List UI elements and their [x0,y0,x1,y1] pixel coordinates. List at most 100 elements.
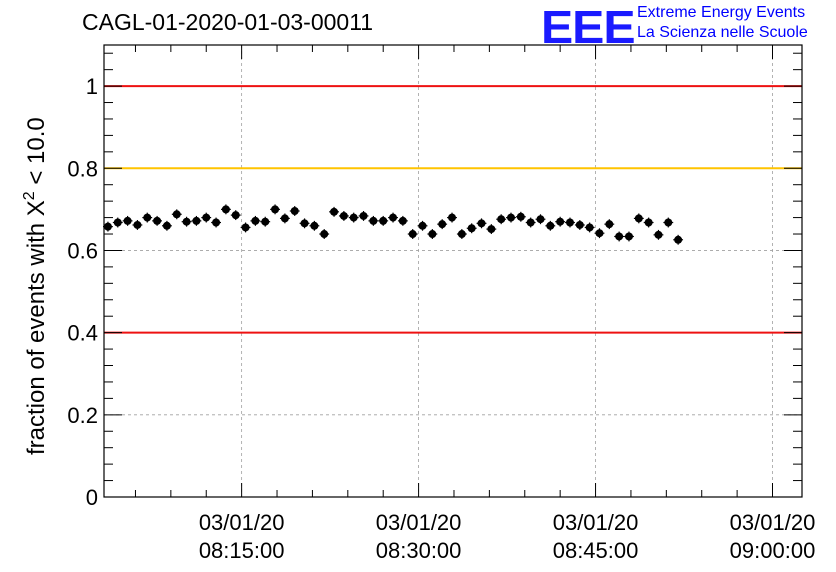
data-point [201,212,212,223]
grid-lines [104,45,802,498]
point-marker [457,230,466,239]
x-tick-date-1: 03/01/20 [376,510,462,535]
point-marker [536,215,545,224]
point-marker [428,230,437,239]
point-marker [113,218,122,227]
point-marker [330,207,339,216]
data-point [496,214,507,225]
data-point [397,215,408,226]
y-tick-label-3: 0.6 [67,238,98,263]
y-tick-label-2: 0.4 [67,321,98,346]
point-marker [585,223,594,232]
data-point [633,213,644,224]
point-marker [162,221,171,230]
data-point [594,228,605,239]
point-marker [448,213,457,222]
point-marker [369,216,378,225]
x-tick-time-1: 08:30:00 [376,538,462,563]
data-point [456,229,467,239]
data-point [417,220,428,231]
data-point [270,204,280,215]
point-marker [624,232,633,241]
data-point [515,211,526,222]
point-marker [565,218,574,227]
point-marker [192,216,201,225]
y-tick-label-4: 0.8 [67,156,98,181]
point-marker [261,217,270,226]
data-point [191,215,202,226]
data-point [486,224,497,235]
data-point [407,229,418,239]
point-marker [310,221,319,230]
eee-logo: EEE [541,1,636,53]
point-marker [556,217,565,226]
data-point [211,217,221,228]
data-point [329,206,339,217]
point-marker [477,219,486,228]
point-marker [408,230,417,239]
x-tick-date-3: 03/01/20 [730,510,816,535]
y-tick-label-5: 1 [86,74,98,99]
point-marker [143,213,152,222]
data-point [230,210,241,221]
data-point [476,218,487,229]
x-tick-date-2: 03/01/20 [553,510,639,535]
point-marker [231,211,240,220]
point-marker [280,214,289,223]
point-marker [103,222,112,231]
point-marker [674,235,683,244]
plot-frame [103,44,803,498]
data-point [181,216,192,227]
data-point [260,216,271,227]
tick-labels: 0 0.2 0.4 0.6 0.8 1 03/01/20 08:15:00 03/01/20 08… [67,74,815,563]
point-marker [615,232,624,241]
point-marker [497,215,506,224]
y-tick-label-1: 0.2 [67,403,98,428]
data-point [506,212,516,223]
data-point [309,220,320,231]
point-marker [438,220,447,229]
y-axis-label: fraction of events with X2 < 10.0 [21,117,50,455]
point-marker [300,219,309,228]
point-marker [320,230,329,239]
point-marker [546,221,555,230]
point-marker [389,213,398,222]
data-point [565,217,575,228]
point-marker [379,216,388,225]
data-point [240,222,251,233]
data-point [338,211,349,221]
brand-line-2: La Scienza nelle Scuole [637,24,808,41]
data-point [466,223,477,234]
point-marker [123,216,132,225]
data-point [427,229,438,239]
brand-line-1: Extreme Energy Events [637,4,806,21]
x-tick-date-0: 03/01/20 [199,510,285,535]
data-point [673,234,684,245]
data-point [142,212,153,223]
point-marker [575,220,584,229]
data-point [112,217,123,228]
point-marker [359,211,368,220]
x-tick-time-0: 08:15:00 [199,538,285,563]
data-point [663,217,674,228]
point-marker [634,214,643,223]
data-point [574,220,585,230]
point-marker [664,218,673,227]
point-marker [182,217,191,226]
point-marker [595,229,604,238]
data-point [368,215,379,226]
data-point [388,212,398,223]
data-point [132,220,143,230]
data-point [348,212,359,223]
point-marker [418,221,427,230]
data-point [614,231,625,242]
point-marker [654,230,663,239]
data-point [162,220,172,231]
data-point [299,218,310,229]
point-marker [271,205,280,214]
data-point [378,215,389,226]
point-marker [487,225,496,234]
data-point [437,219,448,230]
point-marker [133,220,142,229]
